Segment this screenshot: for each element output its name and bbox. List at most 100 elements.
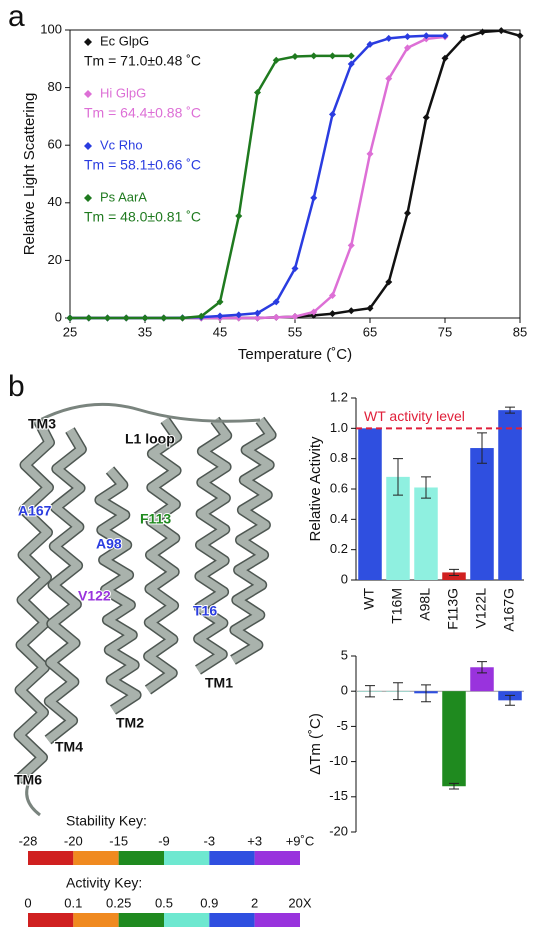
key-swatch xyxy=(254,913,300,927)
y-axis-title: ΔTm (˚C) xyxy=(307,713,324,775)
legend-tm: Tm = 48.0±0.81 ˚C xyxy=(84,209,201,225)
y-tick-label: -20 xyxy=(329,823,348,838)
data-point xyxy=(66,314,74,322)
data-point xyxy=(422,32,430,40)
legend-label: Ec GlpG xyxy=(100,33,149,48)
error-bar xyxy=(421,684,431,703)
error-bar xyxy=(365,685,375,698)
data-point xyxy=(122,314,130,322)
loop xyxy=(39,402,261,423)
residue-label: V122 xyxy=(78,588,111,604)
data-point xyxy=(441,54,449,62)
residue-label: A167 xyxy=(18,503,52,519)
data-point xyxy=(460,34,468,42)
bar xyxy=(470,448,494,580)
x-tick-label: A98L xyxy=(417,588,433,621)
data-point xyxy=(347,52,355,60)
data-point xyxy=(479,28,486,36)
data-point xyxy=(347,241,355,249)
error-bar xyxy=(421,476,431,499)
x-axis-title: Temperature (˚C) xyxy=(238,346,352,363)
bar xyxy=(386,476,410,580)
key-label: 2 xyxy=(251,895,258,910)
data-point xyxy=(254,314,261,322)
bar xyxy=(470,667,494,692)
helix xyxy=(15,418,54,783)
key-swatch xyxy=(118,913,164,927)
bar xyxy=(442,691,466,787)
key-label: 0 xyxy=(24,895,31,910)
bar xyxy=(414,487,438,580)
key-swatch xyxy=(254,851,300,865)
x-tick-label: WT xyxy=(361,588,377,610)
y-tick-label: 100 xyxy=(40,21,62,36)
key-swatch xyxy=(28,851,74,865)
bar xyxy=(442,572,466,580)
y-tick-label: 40 xyxy=(48,194,62,209)
data-point xyxy=(291,313,299,321)
data-point xyxy=(216,312,224,320)
helix xyxy=(230,417,276,664)
y-axis-title: Relative Light Scattering xyxy=(21,93,38,256)
data-point xyxy=(310,308,318,316)
x-tick-label: T16M xyxy=(389,588,405,624)
data-point xyxy=(366,304,374,312)
error-bar xyxy=(449,568,459,576)
legend-marker xyxy=(84,90,92,98)
key-label: -15 xyxy=(109,833,128,848)
error-bar xyxy=(393,458,403,496)
data-point xyxy=(347,60,355,68)
key-title: Stability Key: xyxy=(66,813,147,829)
legend-marker xyxy=(84,142,92,150)
key-label: 0.25 xyxy=(106,895,131,910)
data-point xyxy=(497,27,505,35)
key-swatch xyxy=(209,851,255,865)
data-point xyxy=(385,34,393,42)
y-tick-label: 20 xyxy=(48,252,62,267)
data-point xyxy=(366,40,374,48)
y-tick-label: 0.6 xyxy=(330,480,348,495)
helix xyxy=(144,417,181,694)
x-tick-label: 65 xyxy=(363,324,377,339)
key-label: +9˚C xyxy=(286,833,315,848)
key-label: -3 xyxy=(204,833,216,848)
key-label: 20X xyxy=(288,895,311,910)
y-axis-title: Relative Activity xyxy=(307,436,324,542)
y-tick-label: 0.2 xyxy=(330,541,348,556)
residue-label: TM6 xyxy=(14,772,42,788)
helix xyxy=(194,417,231,674)
legend-label: Hi GlpG xyxy=(100,85,146,100)
data-point xyxy=(197,312,205,320)
key-title: Activity Key: xyxy=(66,875,142,891)
data-point xyxy=(422,114,430,122)
x-tick-label: V122L xyxy=(473,588,489,629)
x-tick-label: 25 xyxy=(63,324,77,339)
data-point xyxy=(404,33,411,41)
residue-label: F113 xyxy=(140,511,171,527)
data-point xyxy=(329,110,336,118)
data-point xyxy=(404,44,411,52)
data-point xyxy=(254,309,261,317)
x-tick-label: F113G xyxy=(445,588,461,630)
legend-tm: Tm = 64.4±0.88 ˚C xyxy=(84,105,201,121)
y-tick-label: 1.2 xyxy=(330,389,348,404)
x-tick-label: 85 xyxy=(513,324,527,339)
data-point xyxy=(385,75,393,83)
data-point xyxy=(272,313,280,321)
data-point xyxy=(216,298,224,306)
x-tick-label: 45 xyxy=(213,324,227,339)
y-tick-label: 0 xyxy=(55,309,62,324)
tail xyxy=(25,779,41,817)
data-point xyxy=(254,88,261,96)
key-swatch xyxy=(28,913,74,927)
residue-label: TM3 xyxy=(28,416,56,432)
error-bar xyxy=(477,432,487,464)
data-point xyxy=(272,56,280,64)
legend-marker xyxy=(84,194,92,202)
y-tick-label: -10 xyxy=(329,753,348,768)
legend-tm: Tm = 71.0±0.48 ˚C xyxy=(84,53,201,69)
data-point xyxy=(272,298,280,306)
data-point xyxy=(141,314,149,322)
data-point xyxy=(347,307,355,315)
